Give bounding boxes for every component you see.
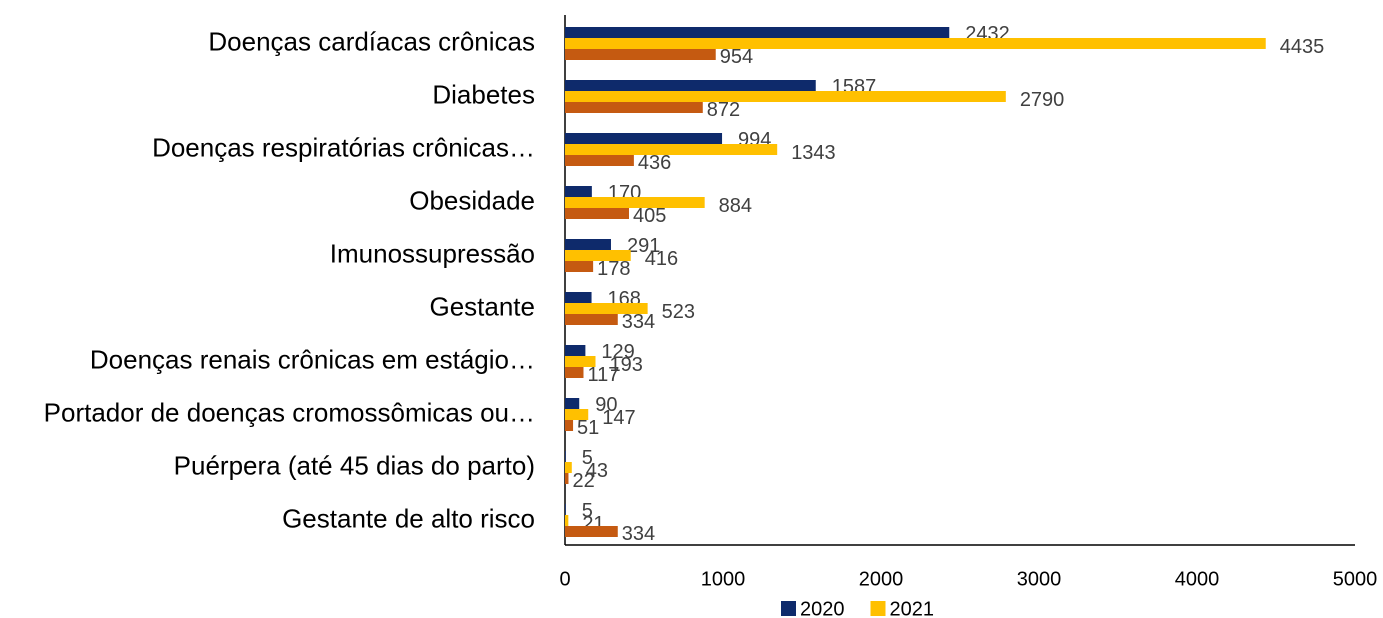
bar bbox=[565, 504, 566, 515]
bar bbox=[565, 345, 586, 356]
y-tick-label: Gestante bbox=[429, 291, 535, 321]
y-tick-label: Imunossupressão bbox=[330, 238, 535, 268]
data-label: 5 bbox=[582, 447, 593, 469]
y-tick-label: Doenças cardíacas crônicas bbox=[208, 26, 535, 56]
bar bbox=[565, 27, 950, 38]
x-tick-label: 1000 bbox=[701, 568, 746, 590]
data-label: 291 bbox=[627, 235, 660, 257]
bar bbox=[565, 186, 592, 197]
data-label: 2790 bbox=[1020, 89, 1065, 111]
bar bbox=[565, 38, 1266, 49]
data-label: 334 bbox=[622, 523, 655, 545]
y-tick-label: Portador de doenças cromossômicas ou… bbox=[44, 397, 535, 427]
x-tick-label: 3000 bbox=[1017, 568, 1062, 590]
legend-label: 2021 bbox=[890, 598, 935, 618]
bar bbox=[565, 398, 580, 409]
y-tick-label: Gestante de alto risco bbox=[282, 503, 535, 533]
legend-swatch bbox=[870, 601, 886, 616]
data-label: 405 bbox=[633, 205, 666, 227]
data-label: 884 bbox=[719, 195, 752, 217]
bar bbox=[565, 451, 566, 462]
legend-swatch bbox=[781, 601, 796, 616]
x-tick-label: 4000 bbox=[1175, 568, 1220, 590]
data-label: 22 bbox=[572, 470, 594, 492]
y-tick-label: Doenças renais crônicas em estágio… bbox=[90, 344, 535, 374]
bar bbox=[565, 409, 589, 420]
bar bbox=[565, 80, 816, 91]
data-label: 334 bbox=[622, 311, 655, 333]
data-label: 416 bbox=[645, 248, 678, 270]
y-tick-label: Diabetes bbox=[432, 79, 535, 109]
data-label: 117 bbox=[587, 364, 619, 386]
data-label: 954 bbox=[720, 46, 753, 68]
data-label: 523 bbox=[662, 301, 695, 323]
bar bbox=[565, 208, 629, 219]
data-label: 193 bbox=[609, 354, 642, 376]
bar bbox=[565, 462, 572, 473]
bar bbox=[565, 155, 634, 166]
data-label: 1343 bbox=[791, 142, 836, 164]
bar bbox=[565, 526, 618, 537]
bar bbox=[565, 420, 574, 431]
legend-label: 2020 bbox=[800, 598, 845, 618]
data-label: 872 bbox=[707, 99, 740, 121]
y-tick-label: Obesidade bbox=[409, 185, 535, 215]
data-label: 129 bbox=[601, 341, 634, 363]
y-tick-label: Puérpera (até 45 dias do parto) bbox=[174, 450, 535, 480]
x-tick-label: 5000 bbox=[1333, 568, 1378, 590]
bar bbox=[565, 292, 592, 303]
data-label: 147 bbox=[602, 407, 635, 429]
bar bbox=[565, 367, 584, 378]
bar bbox=[565, 133, 723, 144]
data-label: 4435 bbox=[1280, 36, 1325, 58]
bar bbox=[565, 303, 648, 314]
data-label: 43 bbox=[586, 460, 608, 482]
bar bbox=[565, 144, 778, 155]
bar bbox=[565, 356, 596, 367]
data-label: 5 bbox=[582, 500, 593, 522]
bar bbox=[565, 261, 594, 272]
bar bbox=[565, 250, 631, 261]
bar bbox=[565, 49, 716, 60]
bar bbox=[565, 102, 703, 113]
data-label: 178 bbox=[597, 258, 630, 280]
bar bbox=[565, 515, 569, 526]
data-label: 436 bbox=[638, 152, 671, 174]
bar bbox=[565, 91, 1006, 102]
y-tick-label: Doenças respiratórias crônicas… bbox=[152, 132, 535, 162]
bar bbox=[565, 239, 611, 250]
x-tick-label: 0 bbox=[559, 568, 570, 590]
bar bbox=[565, 314, 618, 325]
bar bbox=[565, 197, 705, 208]
data-label: 51 bbox=[577, 417, 599, 439]
bar bbox=[565, 473, 569, 484]
x-tick-label: 2000 bbox=[859, 568, 904, 590]
data-label: 90 bbox=[595, 394, 617, 416]
